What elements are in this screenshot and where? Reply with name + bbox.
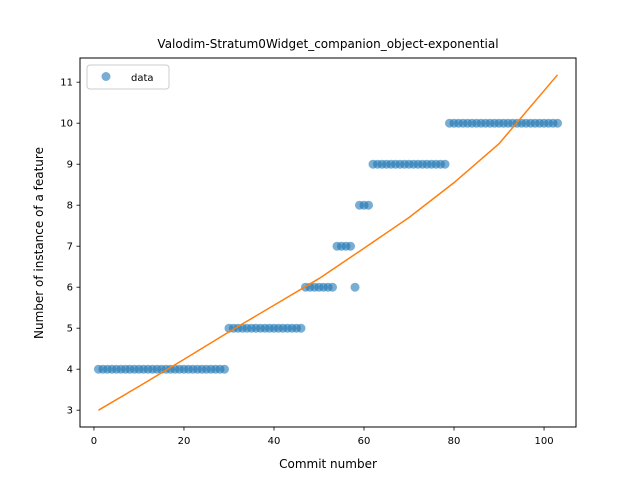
x-tick-label: 40 <box>268 436 281 447</box>
chart-title: Valodim-Stratum0Widget_companion_object-… <box>157 37 498 51</box>
x-tick-label: 80 <box>448 436 461 447</box>
x-tick-label: 20 <box>178 436 191 447</box>
y-axis-label: Number of instance of a feature <box>32 147 46 339</box>
plot-area <box>93 74 563 411</box>
data-point <box>364 200 374 210</box>
y-tick-label: 6 <box>67 283 73 294</box>
data-point <box>440 159 450 169</box>
fit-line <box>98 74 559 411</box>
data-point <box>346 241 355 251</box>
legend-label: data <box>131 73 154 84</box>
legend-box <box>86 64 170 90</box>
legend-marker <box>101 72 111 81</box>
y-tick-label: 10 <box>60 119 73 130</box>
data-point <box>296 323 306 333</box>
x-axis-ticks: 0 20 40 60 80 100 <box>91 427 554 447</box>
y-tick-label: 4 <box>67 365 73 376</box>
data-point <box>219 364 229 374</box>
data-point <box>350 282 360 292</box>
y-tick-label: 7 <box>67 242 73 253</box>
y-tick-label: 5 <box>67 324 73 335</box>
y-tick-label: 3 <box>67 406 73 417</box>
x-tick-label: 0 <box>91 436 97 447</box>
data-points <box>93 118 563 374</box>
data-point <box>553 118 563 128</box>
legend: data <box>86 64 170 90</box>
fit-line-layer <box>98 74 559 411</box>
y-tick-label: 11 <box>60 78 73 89</box>
data-point <box>328 282 337 292</box>
y-axis-ticks: 3 4 5 6 7 8 9 10 11 <box>60 78 80 417</box>
x-tick-label: 100 <box>534 436 553 447</box>
x-tick-label: 60 <box>358 436 371 447</box>
plot-frame <box>79 57 577 428</box>
x-axis-label: Commit number <box>279 457 377 471</box>
y-tick-label: 8 <box>67 201 73 212</box>
y-tick-label: 9 <box>67 160 73 171</box>
